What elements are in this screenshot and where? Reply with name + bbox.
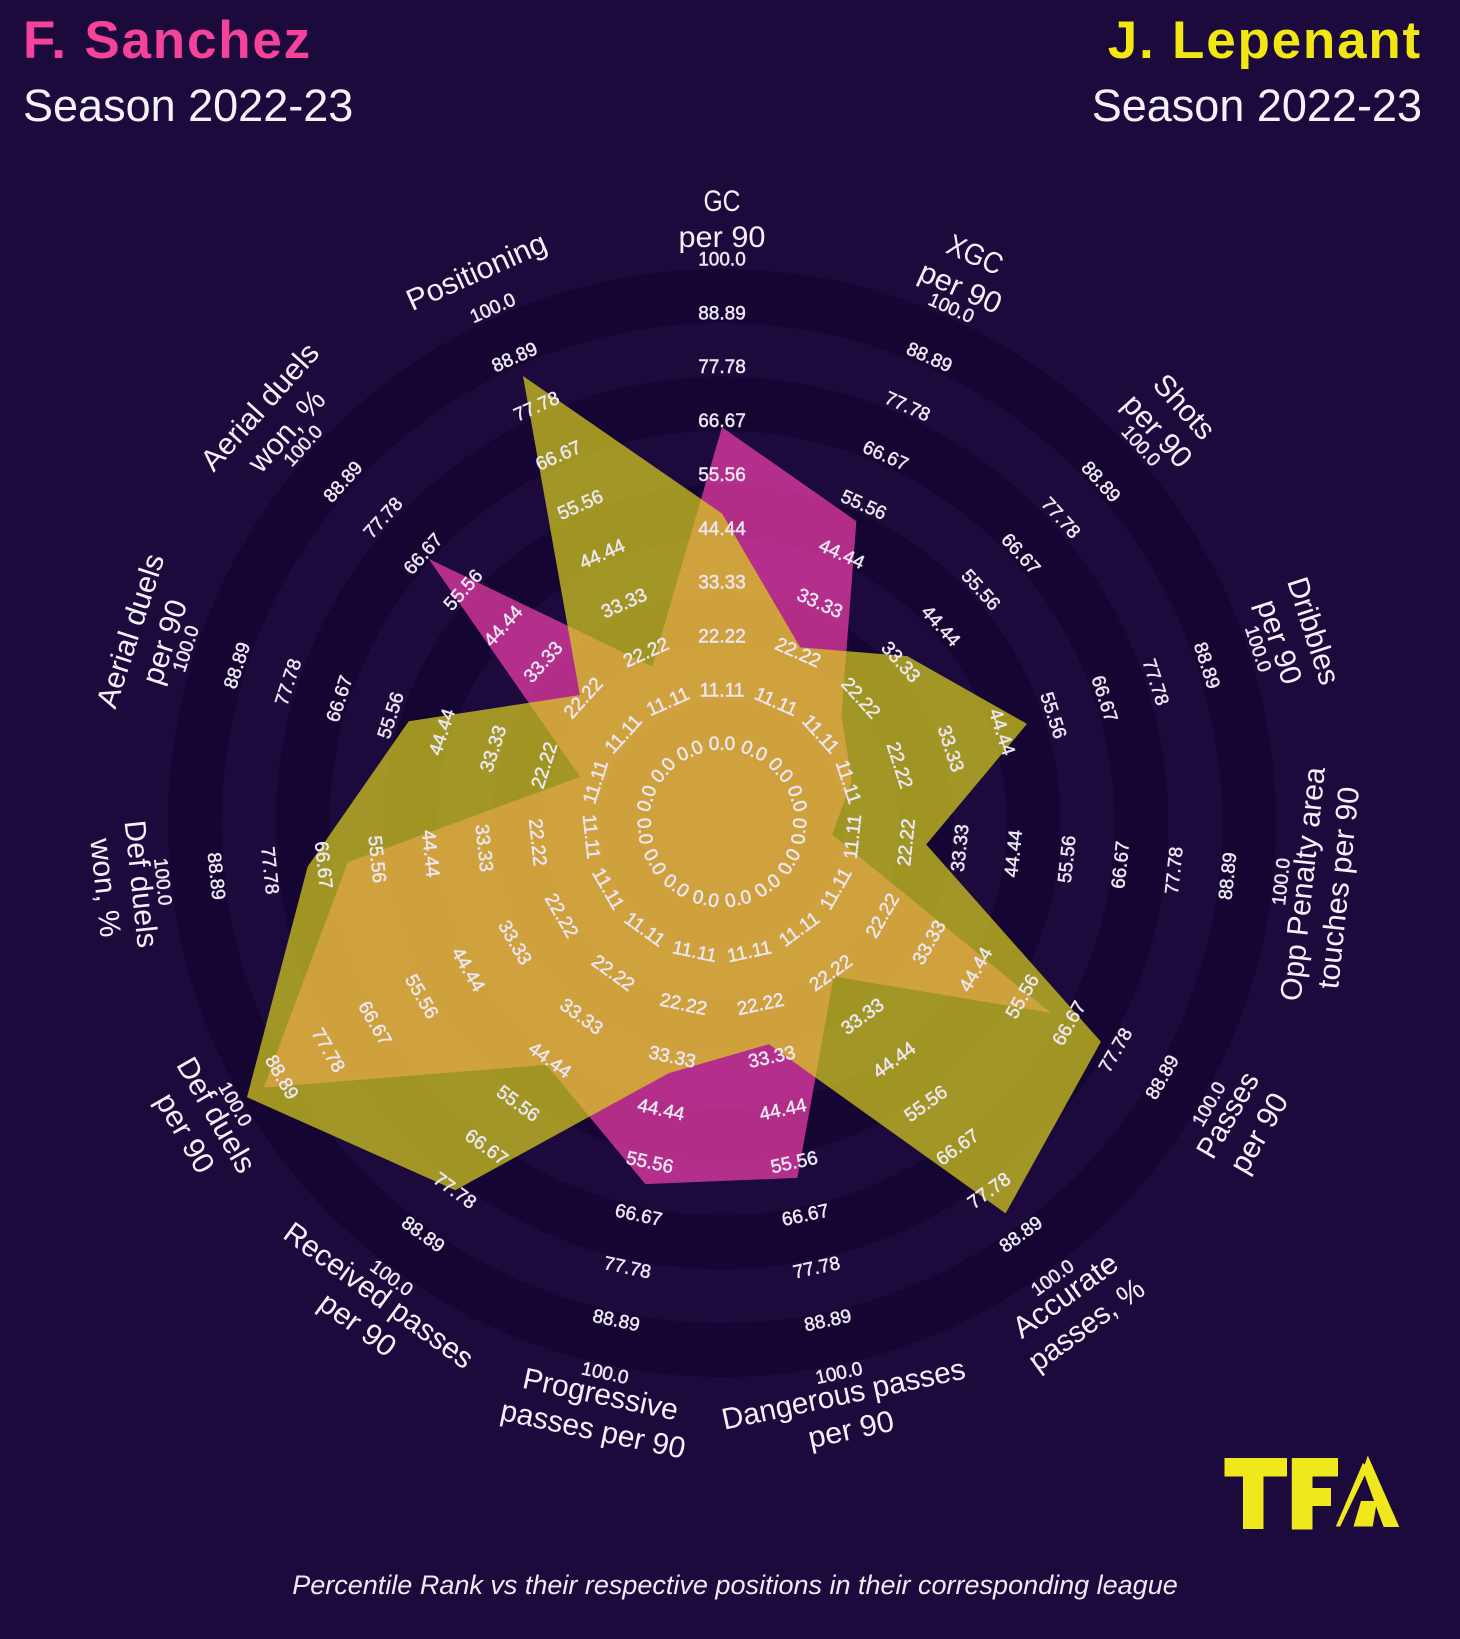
svg-text:0.0: 0.0 bbox=[723, 887, 753, 913]
svg-text:F. Sanchez: F. Sanchez bbox=[23, 11, 312, 70]
svg-text:55.56: 55.56 bbox=[1055, 835, 1081, 884]
svg-text:Percentile Rank vs their respe: Percentile Rank vs their respective posi… bbox=[292, 1570, 1177, 1600]
svg-text:11.11: 11.11 bbox=[700, 680, 745, 701]
svg-text:Def duelswon, %: Def duelswon, % bbox=[82, 819, 164, 954]
svg-text:44.44: 44.44 bbox=[698, 519, 746, 540]
svg-text:22.22: 22.22 bbox=[894, 818, 920, 867]
svg-text:11.11: 11.11 bbox=[578, 813, 604, 860]
svg-text:100.0: 100.0 bbox=[1269, 857, 1295, 906]
svg-text:55.56: 55.56 bbox=[769, 1148, 820, 1178]
svg-text:77.78: 77.78 bbox=[256, 846, 282, 895]
svg-text:100.0: 100.0 bbox=[149, 857, 175, 906]
svg-text:11.11: 11.11 bbox=[841, 813, 867, 860]
svg-text:88.89: 88.89 bbox=[698, 303, 746, 324]
svg-text:66.67: 66.67 bbox=[1108, 840, 1134, 889]
svg-text:J. Lepenant: J. Lepenant bbox=[1108, 11, 1422, 70]
svg-text:100.0: 100.0 bbox=[698, 250, 746, 271]
svg-text:33.33: 33.33 bbox=[470, 823, 496, 872]
svg-text:88.89: 88.89 bbox=[203, 851, 229, 900]
svg-text:Season 2022-23: Season 2022-23 bbox=[1092, 80, 1422, 131]
svg-text:66.67: 66.67 bbox=[698, 411, 746, 432]
svg-text:22.22: 22.22 bbox=[698, 627, 746, 648]
svg-text:GCper 90: GC per 90 bbox=[679, 185, 766, 254]
svg-text:33.33: 33.33 bbox=[948, 823, 974, 872]
svg-text:0.0: 0.0 bbox=[632, 817, 656, 845]
svg-text:77.78: 77.78 bbox=[698, 357, 746, 378]
svg-text:88.89: 88.89 bbox=[1215, 851, 1241, 900]
svg-text:22.22: 22.22 bbox=[524, 818, 550, 867]
svg-text:0.0: 0.0 bbox=[788, 817, 812, 845]
svg-text:55.56: 55.56 bbox=[363, 835, 389, 884]
svg-text:66.67: 66.67 bbox=[310, 840, 336, 889]
svg-text:0.0: 0.0 bbox=[709, 734, 735, 755]
svg-text:33.33: 33.33 bbox=[698, 573, 746, 594]
svg-text:Season 2022-23: Season 2022-23 bbox=[23, 80, 353, 131]
svg-text:77.78: 77.78 bbox=[1162, 846, 1188, 895]
svg-text:55.56: 55.56 bbox=[698, 465, 746, 486]
